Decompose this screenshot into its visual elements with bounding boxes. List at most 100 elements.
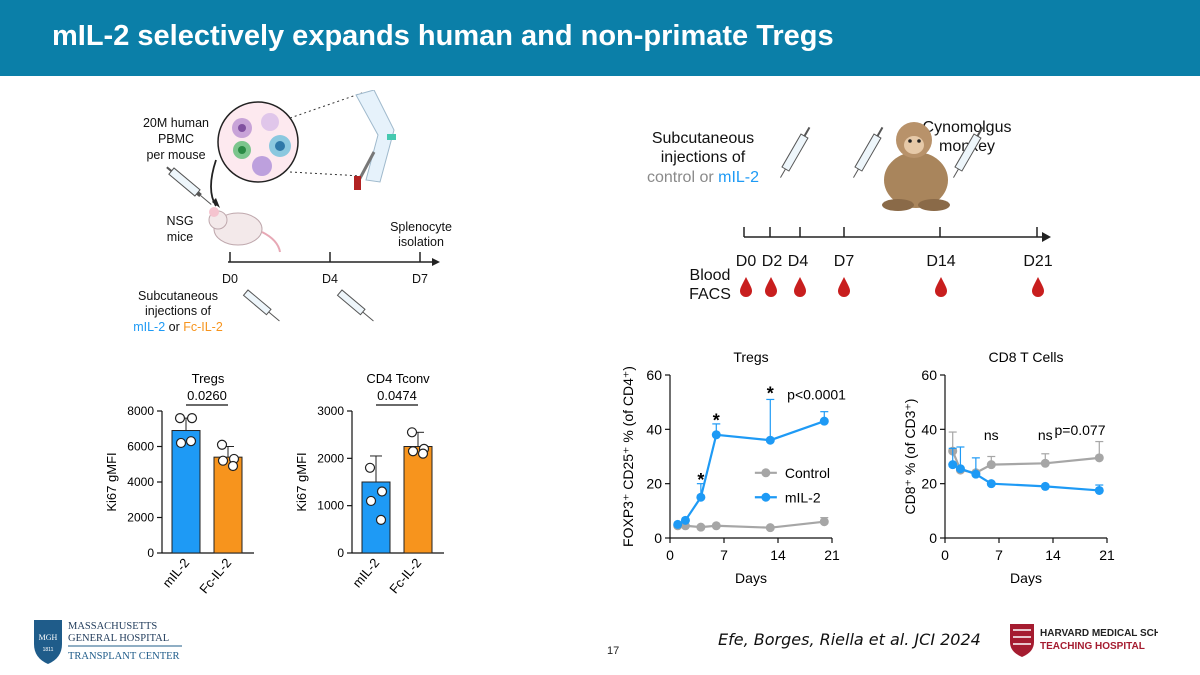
y-tick-label: 40 xyxy=(646,421,662,437)
x-tick-label: 7 xyxy=(720,547,728,563)
blood-drop-icon xyxy=(765,277,777,297)
pbmc-label-3: per mouse xyxy=(146,148,205,162)
mouse-injection-label-2: injections of xyxy=(145,304,212,318)
y-tick-label: 2000 xyxy=(127,511,154,525)
data-point xyxy=(365,495,377,507)
mouse-day-d4: D4 xyxy=(322,272,338,286)
x-tick-label: Fc-IL-2 xyxy=(386,555,424,596)
data-point xyxy=(1040,481,1050,491)
mouse-timeline xyxy=(228,252,440,266)
line-chart-tregs: Tregs FOXP3⁺ CD25⁺ % (of CD4⁺) Days 0 20 40 60… xyxy=(620,349,846,586)
svg-text:control or mIL-2: control or mIL-2 xyxy=(647,169,759,186)
data-point xyxy=(696,522,706,532)
annotation: p<0.0001 xyxy=(787,386,846,402)
syringe-icon xyxy=(953,126,984,178)
p-value: 0.0260 xyxy=(187,388,227,403)
x-tick-label: 14 xyxy=(770,547,786,563)
legend-marker xyxy=(761,492,771,502)
data-point xyxy=(417,448,429,459)
blood-drop-icon xyxy=(740,277,752,297)
data-point xyxy=(819,416,829,426)
nsg-label-1: NSG xyxy=(166,214,193,228)
blood-drop-icon xyxy=(838,277,850,297)
x-tick-label: 21 xyxy=(824,547,840,563)
data-point xyxy=(673,519,683,529)
data-point xyxy=(406,427,418,438)
y-tick-label: 60 xyxy=(921,367,937,383)
y-tick-label: 8000 xyxy=(127,404,154,418)
blood-label-2: FACS xyxy=(689,286,731,303)
blood-drop-icon xyxy=(794,277,806,297)
mgh-line-2: GENERAL HOSPITAL xyxy=(68,633,169,644)
y-axis-label: FOXP3⁺ CD25⁺ % (of CD4⁺) xyxy=(620,366,636,547)
monkey-day-d7: D7 xyxy=(834,253,855,270)
data-point xyxy=(948,460,958,470)
data-point xyxy=(186,412,198,424)
monkey-injection-label-1: Subcutaneous xyxy=(652,130,754,147)
data-point xyxy=(227,460,239,472)
data-point xyxy=(955,464,965,474)
hms-line-2: TEACHING HOSPITAL xyxy=(1040,641,1145,652)
syringe-icon xyxy=(780,126,811,178)
monkey-inj-mil2: mIL-2 xyxy=(718,169,759,186)
mouse-inj-fcil2: Fc-IL-2 xyxy=(183,320,223,334)
data-point xyxy=(971,469,981,479)
mgh-seal-year: 1811 xyxy=(43,647,54,653)
data-point xyxy=(680,515,690,525)
monkey-day-d4: D4 xyxy=(788,253,809,270)
citation: Efe, Borges, Riella et al. JCI 2024 xyxy=(718,630,981,649)
data-point xyxy=(407,446,419,457)
data-point xyxy=(1094,453,1104,463)
data-point xyxy=(216,439,228,450)
chart-title: Tregs xyxy=(733,349,768,365)
monkey-inj-control: control or xyxy=(647,169,718,186)
data-point xyxy=(364,462,376,473)
data-point xyxy=(696,492,706,502)
chart-title: CD4 Tconv xyxy=(366,371,430,386)
p-value: 0.0474 xyxy=(377,388,417,403)
splenocyte-label-1: Splenocyte xyxy=(390,220,452,234)
y-axis-label: CD8⁺ % (of CD3⁺) xyxy=(902,399,918,515)
annotation: p=0.077 xyxy=(1055,422,1106,438)
monkey-day-d0: D0 xyxy=(736,253,757,270)
data-point xyxy=(175,437,187,449)
y-tick-label: 0 xyxy=(654,530,662,546)
mouse-injection-label-1: Subcutaneous xyxy=(138,289,218,303)
mouse-icon xyxy=(208,207,281,253)
syringe-icon xyxy=(853,126,884,178)
mgh-line-3: TRANSPLANT CENTER xyxy=(68,651,180,662)
x-axis-label: Days xyxy=(735,570,767,586)
chart-title: Tregs xyxy=(192,371,225,386)
mouse-schematic: 20M human PBMC per mouse N xyxy=(133,90,452,334)
data-point xyxy=(765,435,775,445)
data-point xyxy=(185,436,197,447)
bar xyxy=(171,430,201,554)
mgh-line-1: MASSACHUSETTS xyxy=(68,621,157,632)
y-tick-label: 4000 xyxy=(127,475,154,489)
legend-label: mIL-2 xyxy=(785,489,821,505)
data-point xyxy=(1040,458,1050,468)
y-tick-label: 0 xyxy=(337,546,344,560)
y-tick-label: 3000 xyxy=(317,404,344,418)
monkey-icon xyxy=(882,122,950,211)
monkey-day-d14: D14 xyxy=(926,253,955,270)
data-point xyxy=(174,412,186,424)
y-tick-label: 6000 xyxy=(127,440,154,454)
monkey-injection-label-2: injections of xyxy=(661,149,746,166)
annotation: * xyxy=(767,383,774,403)
blood-drops xyxy=(740,277,1044,297)
blood-label-1: Blood xyxy=(690,267,731,284)
bar xyxy=(213,456,243,554)
y-tick-label: 2000 xyxy=(317,451,344,465)
y-tick-label: 0 xyxy=(147,546,154,560)
bar xyxy=(403,446,433,554)
syringe-icon xyxy=(242,289,280,322)
pbmc-label-2: PBMC xyxy=(158,132,194,146)
arm-blood-draw-icon xyxy=(354,90,396,190)
hms-logo: HARVARD MEDICAL SCHOOL TEACHING HOSPITAL xyxy=(1010,624,1158,657)
blood-drop-icon xyxy=(935,277,947,297)
x-tick-label: 0 xyxy=(941,547,949,563)
mgh-seal-text: MGH xyxy=(39,633,58,642)
data-point xyxy=(986,479,996,489)
monkey-timeline xyxy=(743,227,1051,242)
